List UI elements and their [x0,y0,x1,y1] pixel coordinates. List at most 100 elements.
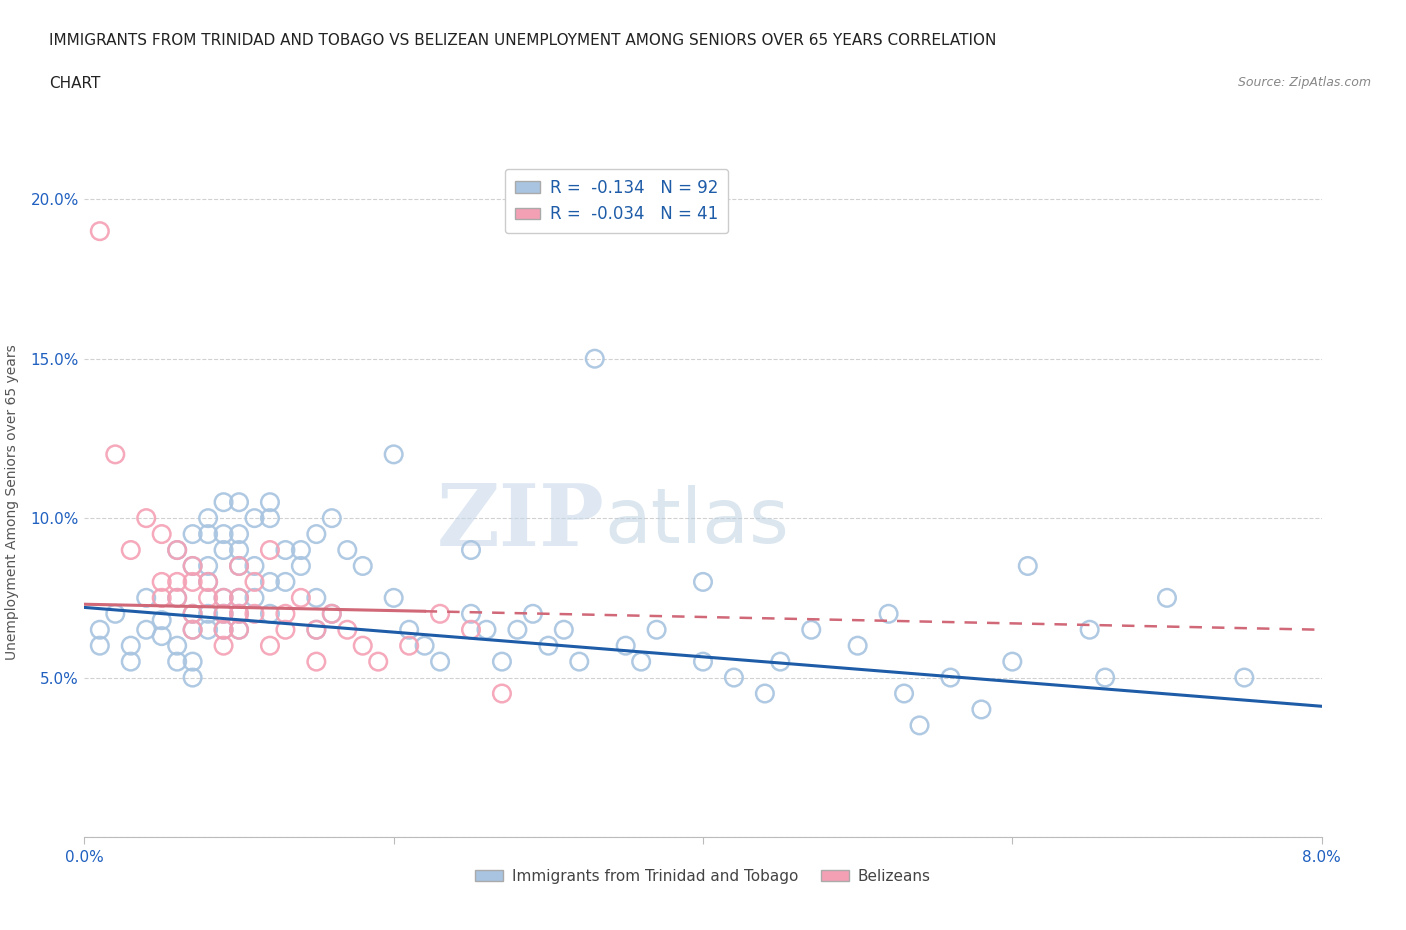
Point [181,622,204,637]
Point [166,591,188,605]
Point [274,622,297,637]
Point [120,542,142,557]
Point [413,638,436,653]
Point [274,575,297,590]
Point [460,622,482,637]
Point [630,654,652,669]
Point [475,622,498,637]
Point [150,526,173,541]
Point [89,224,111,239]
Point [259,542,281,557]
Point [367,654,389,669]
Point [1094,671,1116,685]
Point [197,622,219,637]
Text: ZIP: ZIP [436,480,605,565]
Point [243,511,266,525]
Point [228,591,250,605]
Point [877,606,900,621]
Point [228,559,250,574]
Point [135,591,157,605]
Point [970,702,993,717]
Point [522,606,544,621]
Point [336,542,359,557]
Point [583,352,606,366]
Point [212,542,235,557]
Point [321,511,343,525]
Text: CHART: CHART [49,76,101,91]
Point [104,447,127,462]
Point [181,606,204,621]
Point [754,686,776,701]
Text: Source: ZipAtlas.com: Source: ZipAtlas.com [1237,76,1371,89]
Point [491,686,513,701]
Point [908,718,931,733]
Point [352,559,374,574]
Point [1078,622,1101,637]
Point [228,542,250,557]
Point [336,622,359,637]
Text: atlas: atlas [605,485,789,559]
Point [352,638,374,653]
Point [120,638,142,653]
Point [212,495,235,510]
Point [228,526,250,541]
Point [305,654,328,669]
Point [305,622,328,637]
Point [382,591,405,605]
Point [846,638,869,653]
Point [181,606,204,621]
Point [274,606,297,621]
Point [89,622,111,637]
Point [212,606,235,621]
Point [228,622,250,637]
Point [290,591,312,605]
Point [166,575,188,590]
Point [398,622,420,637]
Point [259,638,281,653]
Point [321,606,343,621]
Point [166,591,188,605]
Point [305,526,328,541]
Point [197,575,219,590]
Point [228,591,250,605]
Point [104,606,127,621]
Point [243,559,266,574]
Point [429,654,451,669]
Point [150,613,173,628]
Point [243,591,266,605]
Point [769,654,792,669]
Point [150,629,173,644]
Point [120,654,142,669]
Point [800,622,823,637]
Point [893,686,915,701]
Point [212,591,235,605]
Point [181,559,204,574]
Legend: Immigrants from Trinidad and Tobago, Belizeans: Immigrants from Trinidad and Tobago, Bel… [470,862,936,890]
Point [212,591,235,605]
Point [290,542,312,557]
Point [382,447,405,462]
Point [150,575,173,590]
Point [568,654,591,669]
Point [460,606,482,621]
Point [228,606,250,621]
Point [135,622,157,637]
Point [645,622,668,637]
Point [212,622,235,637]
Point [166,542,188,557]
Point [228,495,250,510]
Point [181,559,204,574]
Point [243,575,266,590]
Point [537,638,560,653]
Point [197,559,219,574]
Point [228,606,250,621]
Point [305,591,328,605]
Point [321,606,343,621]
Point [197,606,219,621]
Point [429,606,451,621]
Point [181,654,204,669]
Point [692,575,714,590]
Point [259,511,281,525]
Point [197,591,219,605]
Point [197,526,219,541]
